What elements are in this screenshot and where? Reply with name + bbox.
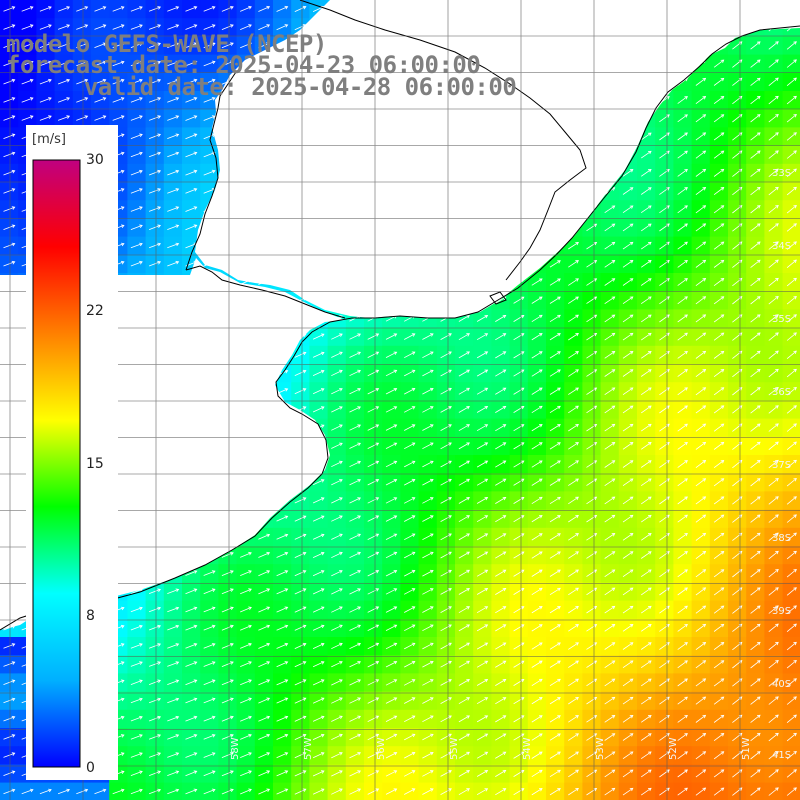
lat-label: 41S: [772, 750, 792, 761]
lon-label: 57W: [303, 737, 314, 760]
colorbar-tick: 8: [86, 608, 95, 624]
lon-label: 53W: [595, 737, 606, 760]
valid-date: valid date: 2025-04-28 06:00:00: [42, 73, 517, 101]
lat-label: 40S: [772, 679, 792, 690]
colorbar-tick: 22: [86, 303, 104, 319]
lon-label: 58W: [230, 737, 241, 760]
colorbar-tick: 15: [86, 456, 104, 472]
land-mask: [0, 0, 800, 630]
model-title: modelo GEFS-WAVE (NCEP): [6, 30, 327, 58]
lon-label: 54W: [522, 737, 533, 760]
lat-label: 33S: [772, 168, 792, 179]
lat-label: 35S: [772, 314, 792, 325]
lon-label: 56W: [376, 737, 387, 760]
coastline: [0, 0, 800, 631]
lon-label: 55W: [449, 737, 460, 760]
colorbar-tick: 0: [86, 760, 95, 776]
lat-label: 37S: [772, 460, 792, 471]
lat-label: 39S: [772, 606, 792, 617]
colorbar-unit: [m/s]: [32, 132, 66, 147]
forecast-date: forecast date: 2025-04-23 06:00:00: [6, 51, 481, 79]
lon-label: 52W: [668, 737, 679, 760]
colorbar: [26, 125, 118, 780]
lon-label: 51W: [741, 737, 752, 760]
lat-label: 34S: [772, 241, 792, 252]
lat-label: 38S: [772, 533, 792, 544]
lat-label: 36S: [772, 387, 792, 398]
colorbar-tick: 30: [86, 152, 104, 168]
